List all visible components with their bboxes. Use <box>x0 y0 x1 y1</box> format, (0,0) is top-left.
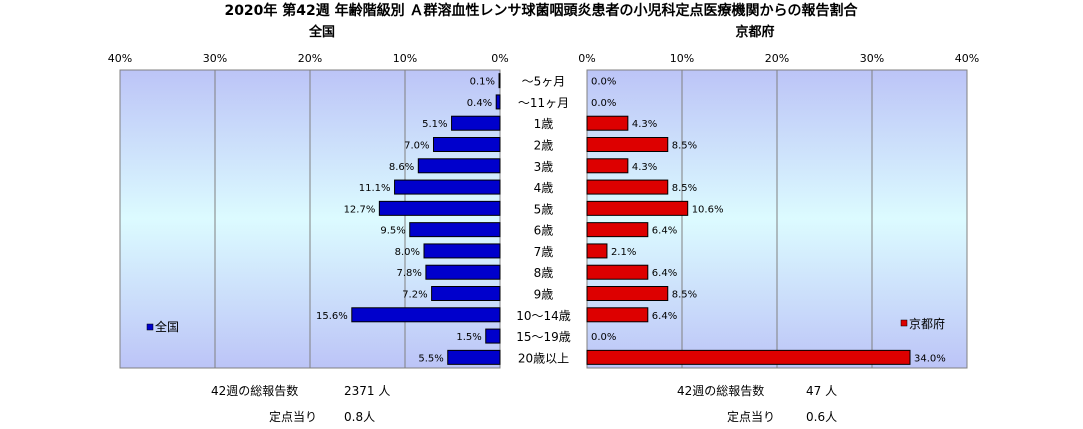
right-per-label: 定点当り <box>727 410 776 424</box>
left-data-label: 11.1% <box>359 183 391 194</box>
right-bar <box>586 349 911 365</box>
left-legend-swatch <box>146 323 154 331</box>
left-bar <box>447 349 501 365</box>
left-per-value: 0.8人 <box>344 410 376 424</box>
right-bar <box>586 158 629 174</box>
right-data-label: 6.4% <box>652 226 677 237</box>
right-data-label: 8.5% <box>672 183 697 194</box>
right-data-label: 8.5% <box>672 141 697 152</box>
left-legend-label: 全国 <box>155 319 179 334</box>
right-bar <box>586 222 649 238</box>
category-label: 15～19歳 <box>516 330 571 344</box>
left-data-label: 0.4% <box>467 98 492 109</box>
left-bar <box>433 137 501 152</box>
right-tick-label: 20% <box>765 52 789 65</box>
right-bar <box>586 243 608 259</box>
right-data-label: 34.0% <box>914 353 946 364</box>
left-bar <box>394 179 501 195</box>
right-total-label: 42週の総報告数 <box>677 384 765 398</box>
right-bar <box>586 264 649 280</box>
left-bar <box>409 222 501 238</box>
left-data-label: 5.5% <box>418 353 443 364</box>
right-data-label: 4.3% <box>632 162 657 173</box>
left-bar <box>423 243 501 259</box>
left-per-label: 定点当り <box>269 410 318 424</box>
right-bar <box>586 115 629 131</box>
right-legend-label: 京都府 <box>909 316 945 331</box>
right-tick-label: 40% <box>955 52 979 65</box>
left-tick-label: 0% <box>491 52 508 65</box>
left-data-label: 8.6% <box>389 162 414 173</box>
right-bar <box>586 307 649 323</box>
left-bar <box>425 264 501 280</box>
right-data-label: 6.4% <box>652 268 677 279</box>
left-bar <box>351 307 501 323</box>
left-data-label: 12.7% <box>344 204 376 215</box>
right-tick-label: 10% <box>670 52 694 65</box>
left-tick-label: 30% <box>203 52 227 65</box>
left-data-label: 1.5% <box>456 332 481 343</box>
category-label: 8歳 <box>534 266 554 280</box>
left-bar <box>495 94 501 110</box>
category-label: 3歳 <box>534 160 554 174</box>
right-data-label: 0.0% <box>591 77 616 88</box>
left-bar <box>451 115 501 131</box>
left-data-label: 9.5% <box>380 226 405 237</box>
right-data-label: 8.5% <box>672 290 697 301</box>
category-label: 9歳 <box>534 288 554 302</box>
left-bar <box>378 200 501 216</box>
right-bar <box>586 137 669 152</box>
left-data-label: 5.1% <box>422 119 447 130</box>
right-bar <box>586 179 669 195</box>
right-data-label: 10.6% <box>692 204 724 215</box>
chart-svg: 2020年 第42週 年齢階級別 Ａ群溶血性レンサ球菌咽頭炎患者の小児科定点医療… <box>108 2 979 369</box>
left-data-label: 8.0% <box>395 247 420 258</box>
right-legend-swatch <box>900 319 908 327</box>
left-total-value: 2371 人 <box>344 384 391 398</box>
left-data-label: 15.6% <box>316 311 348 322</box>
left-data-label: 7.2% <box>402 290 427 301</box>
right-total-value: 47 人 <box>806 384 838 398</box>
right-bar <box>586 200 689 216</box>
left-tick-label: 20% <box>298 52 322 65</box>
left-data-label: 7.8% <box>396 268 421 279</box>
left-bar <box>431 286 501 301</box>
category-label: 4歳 <box>534 181 554 195</box>
right-data-label: 2.1% <box>611 247 636 258</box>
category-label: ～11ヶ月 <box>518 96 569 110</box>
category-label: 1歳 <box>534 117 554 131</box>
right-tick-label: 30% <box>860 52 884 65</box>
left-tick-label: 10% <box>393 52 417 65</box>
right-data-label: 0.0% <box>591 98 616 109</box>
category-label: 10～14歳 <box>516 309 571 323</box>
right-data-label: 4.3% <box>632 119 657 130</box>
category-label: 20歳以上 <box>518 351 569 365</box>
left-tick-label: 40% <box>108 52 132 65</box>
chart-title: 2020年 第42週 年齢階級別 Ａ群溶血性レンサ球菌咽頭炎患者の小児科定点医療… <box>224 2 858 19</box>
left-bar <box>498 73 501 89</box>
left-data-label: 7.0% <box>404 141 429 152</box>
category-label: 2歳 <box>534 139 554 153</box>
category-label: 6歳 <box>534 224 554 238</box>
left-bar <box>417 158 501 174</box>
left-total-label: 42週の総報告数 <box>211 384 299 398</box>
left-bar <box>485 328 501 344</box>
category-label: 5歳 <box>534 202 554 216</box>
right-tick-label: 0% <box>578 52 595 65</box>
right-data-label: 0.0% <box>591 332 616 343</box>
right-data-label: 6.4% <box>652 311 677 322</box>
category-label: ～5ヶ月 <box>522 75 566 89</box>
left-data-label: 0.1% <box>470 77 495 88</box>
right-per-value: 0.6人 <box>806 410 838 424</box>
left-panel-title: 全国 <box>308 24 335 40</box>
right-bar <box>586 286 669 301</box>
category-label: 7歳 <box>534 245 554 259</box>
right-panel-title: 京都府 <box>735 24 774 40</box>
